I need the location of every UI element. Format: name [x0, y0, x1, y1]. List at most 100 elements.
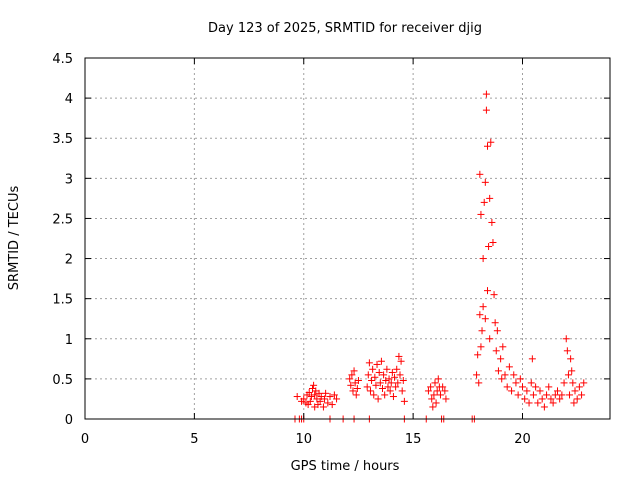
data-point	[578, 391, 586, 399]
data-point	[514, 391, 522, 399]
data-point	[365, 359, 373, 367]
data-point	[503, 383, 511, 391]
data-markers	[291, 90, 588, 423]
data-point	[560, 379, 568, 387]
data-point	[352, 391, 360, 399]
data-point	[428, 395, 436, 403]
data-point	[368, 376, 376, 384]
data-point	[571, 387, 579, 395]
data-point	[306, 397, 314, 405]
data-point	[566, 391, 574, 399]
data-point	[382, 376, 390, 384]
data-point	[481, 178, 489, 186]
data-point	[543, 391, 551, 399]
data-point	[529, 391, 537, 399]
data-point	[479, 255, 487, 263]
y-tick-label: 2.5	[52, 212, 73, 227]
data-point	[563, 347, 571, 355]
data-point	[322, 389, 330, 397]
data-point	[473, 371, 481, 379]
data-point	[380, 371, 388, 379]
data-point	[527, 379, 535, 387]
x-axis-label: GPS time / hours	[291, 459, 400, 474]
data-point	[484, 287, 491, 295]
data-point	[492, 347, 500, 355]
data-point	[491, 319, 499, 327]
data-point	[431, 379, 439, 387]
data-point	[564, 371, 572, 379]
data-point	[477, 210, 485, 218]
data-point	[439, 383, 447, 391]
data-point	[540, 403, 548, 411]
data-point	[497, 355, 505, 363]
data-point	[551, 391, 559, 399]
data-point	[398, 387, 406, 395]
data-point	[484, 142, 491, 150]
data-point	[366, 387, 374, 395]
data-point	[383, 365, 391, 373]
axis-ticks	[84, 57, 610, 420]
data-point	[387, 379, 395, 387]
data-point	[353, 385, 361, 393]
data-point	[482, 90, 490, 98]
data-point	[394, 379, 402, 387]
data-point	[567, 355, 575, 363]
data-point	[499, 343, 507, 351]
data-point	[391, 373, 399, 381]
data-point	[494, 367, 502, 375]
y-tick-label: 4	[65, 92, 73, 107]
data-point	[397, 357, 405, 365]
plot-frame	[84, 57, 611, 420]
data-point	[556, 395, 564, 403]
data-point	[482, 106, 490, 114]
data-point	[319, 403, 327, 411]
data-point	[485, 243, 493, 251]
data-point	[326, 393, 334, 401]
x-tick-label: 20	[514, 432, 531, 447]
x-tick-labels: 0 5 10 15 20	[81, 432, 531, 447]
data-point	[478, 327, 486, 335]
data-point	[348, 371, 356, 379]
data-point	[305, 389, 313, 397]
x-tick-label: 0	[81, 432, 89, 447]
data-point	[316, 397, 324, 405]
data-point	[376, 379, 384, 387]
y-axis-label: SRMTID / TECUs	[7, 186, 22, 291]
data-point	[505, 363, 513, 371]
data-point	[389, 393, 397, 401]
data-point	[396, 371, 404, 379]
data-point	[307, 393, 315, 401]
data-point	[525, 399, 533, 407]
data-point	[538, 395, 546, 403]
data-point	[379, 385, 386, 393]
data-point	[347, 381, 355, 389]
data-point	[476, 311, 484, 319]
data-point	[324, 399, 332, 407]
data-point	[508, 387, 516, 395]
data-point	[424, 387, 432, 395]
data-point	[498, 375, 506, 383]
data-point	[489, 239, 497, 247]
x-tick-label: 5	[190, 432, 198, 447]
data-point	[330, 391, 338, 399]
data-point	[346, 375, 354, 383]
data-point	[393, 365, 401, 373]
data-point	[354, 376, 362, 384]
data-point	[432, 399, 440, 407]
data-point	[568, 367, 576, 375]
gridlines	[85, 58, 610, 419]
data-point	[369, 365, 377, 373]
data-point	[429, 403, 437, 411]
data-point	[399, 376, 407, 384]
y-tick-labels: 0 0.5 1 1.5 2 2.5 3 3.5 4 4.5	[52, 52, 73, 428]
data-point	[400, 397, 408, 405]
data-point	[434, 375, 442, 383]
data-point	[427, 383, 435, 391]
data-point	[384, 383, 392, 391]
data-point	[433, 387, 441, 395]
data-point	[363, 383, 371, 391]
data-point	[477, 343, 485, 351]
data-point	[570, 399, 578, 407]
data-point	[523, 387, 531, 395]
